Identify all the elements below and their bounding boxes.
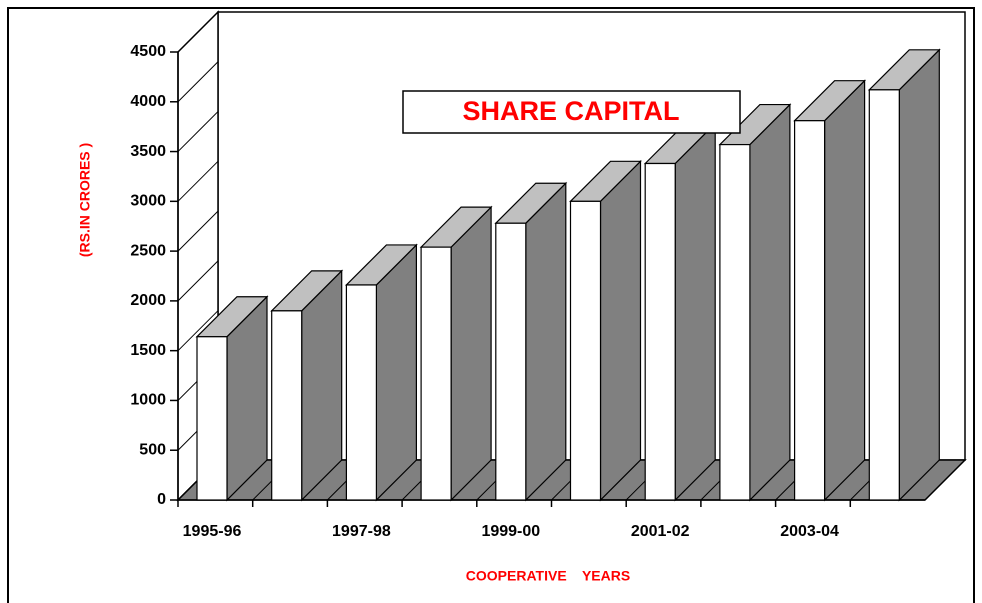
bar-side — [599, 159, 642, 502]
bar-front — [345, 284, 377, 501]
bar-side — [525, 181, 567, 502]
floor-grid-line — [177, 111, 219, 152]
bar-side — [823, 79, 866, 502]
x-tick-label: 2003-04 — [780, 523, 839, 540]
bar-front — [868, 89, 900, 501]
floor-grid-line — [177, 310, 219, 352]
x-tick-label: 1999-00 — [481, 523, 540, 540]
bar-side — [898, 48, 940, 502]
bar-side — [375, 243, 417, 502]
y-tick-label: 2500 — [130, 242, 166, 259]
y-tick-label: 4500 — [130, 43, 166, 60]
x-tick-label: 2001-02 — [631, 523, 690, 540]
floor-grid-line — [177, 210, 219, 252]
floor-grid-line — [177, 260, 219, 302]
bar-side — [674, 122, 716, 502]
y-tick-label: 3000 — [130, 193, 166, 210]
y-tick-label: 500 — [139, 441, 166, 458]
bar — [195, 295, 269, 502]
y-tick-label: 1000 — [130, 392, 166, 409]
bar-front — [196, 336, 228, 501]
floor-grid-line — [177, 11, 219, 53]
bar — [419, 205, 493, 502]
x-axis-label: COOPERATIVE YEARS — [466, 568, 630, 584]
floor-grid-line — [177, 61, 219, 103]
title-box — [402, 90, 741, 134]
bar-front — [569, 200, 602, 501]
y-tick-label: 2000 — [130, 292, 166, 309]
y-axis-label: (RS.IN CRORES ) — [77, 143, 93, 257]
bar-side — [749, 103, 791, 502]
y-tick-label: 1500 — [130, 342, 166, 359]
bar-front — [719, 143, 751, 501]
x-tick-label: 1997-98 — [332, 523, 391, 540]
y-tick-label: 0 — [157, 491, 166, 508]
bar-front — [793, 120, 826, 501]
floor-grid-line — [177, 160, 219, 202]
bar — [344, 243, 418, 502]
y-tick-label: 4000 — [130, 93, 166, 110]
bar — [793, 79, 867, 502]
bar — [867, 48, 941, 502]
bar-front — [271, 310, 303, 501]
y-tick-label: 3500 — [130, 143, 166, 160]
bar-front — [495, 222, 527, 501]
bar — [270, 269, 344, 502]
bar-front — [420, 246, 452, 501]
bar — [494, 181, 568, 502]
bar — [643, 122, 717, 502]
bar-front — [644, 162, 676, 501]
chart-title: SHARE CAPITAL — [462, 96, 679, 126]
x-tick-label: 1995-96 — [183, 523, 242, 540]
bar — [718, 103, 792, 502]
bar — [569, 159, 642, 502]
bar-side — [450, 205, 492, 502]
